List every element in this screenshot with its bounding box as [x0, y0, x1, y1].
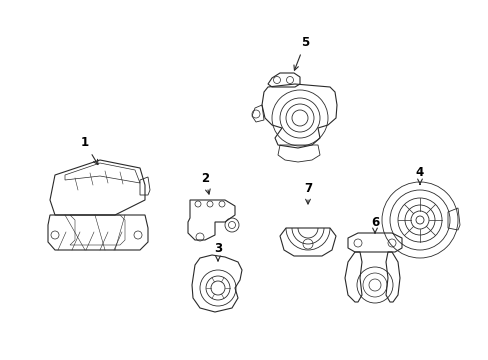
Text: 7: 7 — [304, 181, 311, 204]
Text: 6: 6 — [370, 216, 378, 233]
Text: 5: 5 — [293, 36, 308, 70]
Text: 3: 3 — [214, 242, 222, 261]
Text: 4: 4 — [415, 166, 423, 184]
Text: 2: 2 — [201, 171, 210, 194]
Text: 1: 1 — [81, 136, 98, 165]
